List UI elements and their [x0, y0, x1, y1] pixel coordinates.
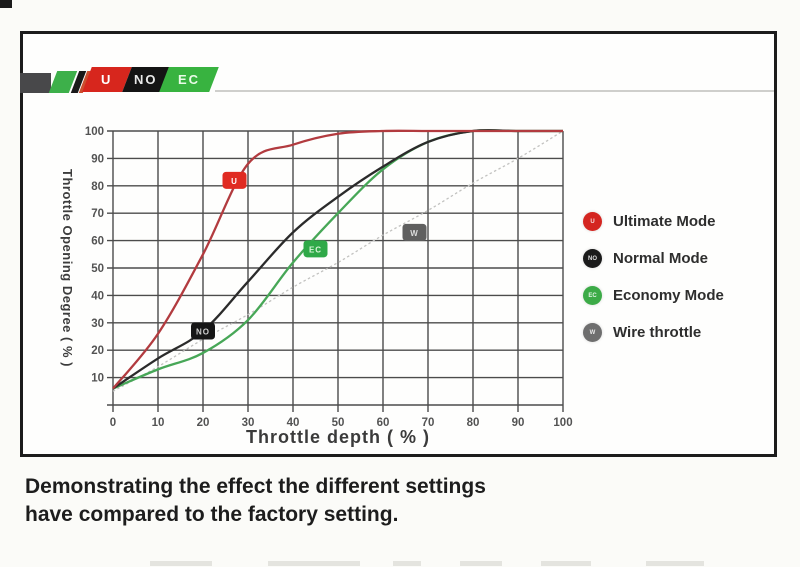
banner-badge-label: U [101, 72, 113, 87]
page-edge-artifact [541, 561, 591, 566]
svg-text:90: 90 [91, 153, 104, 165]
page-edge-artifact [268, 561, 360, 566]
caption-line-1: Demonstrating the effect the different s… [25, 475, 486, 498]
svg-text:NO: NO [196, 328, 210, 337]
svg-text:EC: EC [309, 245, 322, 254]
legend-dot-normal-icon: NO [583, 249, 602, 268]
legend-dot-economy-icon: EC [583, 286, 602, 305]
caption-line-2: have compared to the factory setting. [25, 503, 399, 526]
svg-text:30: 30 [91, 318, 104, 330]
legend-dot-wire-icon: W [583, 323, 602, 342]
legend-item-wire: W Wire throttle [583, 323, 724, 342]
svg-text:80: 80 [467, 417, 480, 429]
chart-svg: 0 10 20 30 40 50 60 70 80 90 100 10 20 30 40 50 60 70 80 90… [85, 126, 573, 429]
svg-text:30: 30 [242, 417, 255, 429]
svg-text:100: 100 [553, 417, 572, 429]
brand-banner: U NO EC [20, 34, 774, 104]
svg-text:60: 60 [377, 417, 390, 429]
svg-text:40: 40 [287, 417, 300, 429]
svg-text:50: 50 [332, 417, 345, 429]
legend-label: Normal Mode [613, 250, 709, 267]
legend-label: Economy Mode [613, 287, 724, 304]
page-edge-artifact [0, 0, 12, 8]
figure-caption: Demonstrating the effect the different s… [25, 473, 545, 529]
chart-legend: U Ultimate Mode NO Normal Mode EC Econom… [583, 212, 724, 342]
banner-badge-economy: EC [159, 67, 219, 92]
banner-badge-label: NO [134, 72, 158, 87]
figure-frame: U NO EC Throttle Opening Degree ( % ) 0 1… [20, 31, 777, 457]
banner-badge-label: EC [177, 72, 201, 87]
legend-label: Wire throttle [613, 324, 702, 341]
svg-text:40: 40 [91, 290, 104, 302]
x-axis-label: Throttle depth ( % ) [246, 427, 430, 447]
svg-text:U: U [231, 177, 238, 186]
page-edge-artifact [646, 561, 704, 566]
y-axis-label: Throttle Opening Degree ( % ) [60, 169, 75, 367]
svg-text:W: W [410, 229, 419, 238]
svg-text:70: 70 [91, 208, 104, 220]
banner-rule [215, 90, 774, 92]
legend-dot-ultimate-icon: U [583, 212, 602, 231]
banner-bar [20, 73, 51, 93]
svg-text:10: 10 [152, 417, 165, 429]
svg-text:50: 50 [91, 263, 104, 275]
svg-text:70: 70 [422, 417, 435, 429]
svg-text:60: 60 [91, 236, 104, 248]
legend-label: Ultimate Mode [613, 213, 716, 230]
page-edge-artifact [150, 561, 212, 566]
legend-item-economy: EC Economy Mode [583, 286, 724, 305]
svg-text:80: 80 [91, 181, 104, 193]
legend-item-normal: NO Normal Mode [583, 249, 724, 268]
svg-text:10: 10 [91, 373, 104, 385]
svg-text:90: 90 [512, 417, 525, 429]
legend-item-ultimate: U Ultimate Mode [583, 212, 724, 231]
svg-text:100: 100 [85, 126, 104, 138]
page-edge-artifact [393, 561, 421, 566]
svg-text:20: 20 [91, 345, 104, 357]
page-edge-artifact [460, 561, 502, 566]
svg-text:20: 20 [197, 417, 210, 429]
svg-text:0: 0 [110, 417, 116, 429]
